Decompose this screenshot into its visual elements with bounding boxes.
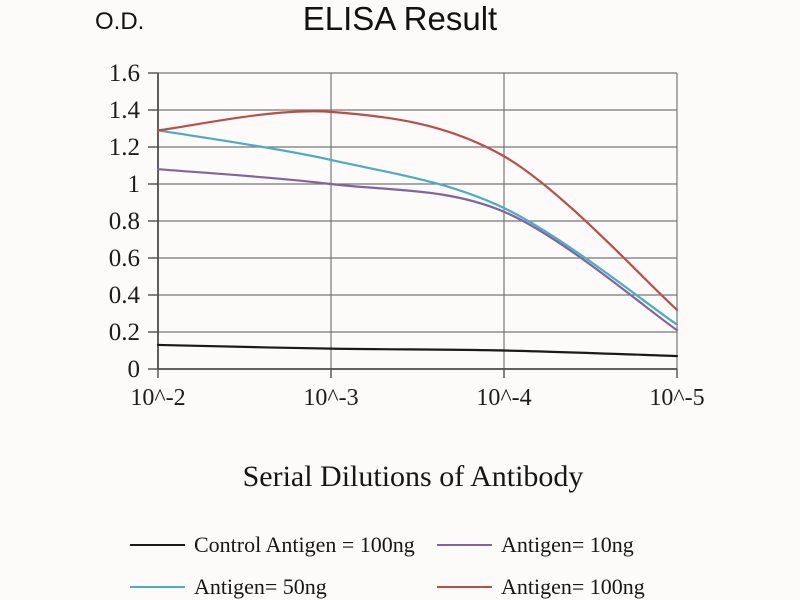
y-tick-label: 1.6 bbox=[109, 60, 140, 87]
legend-line-sample bbox=[437, 586, 492, 588]
y-tick-label: 1.4 bbox=[109, 97, 141, 124]
legend-line-sample bbox=[130, 544, 185, 546]
series-line-0 bbox=[156, 343, 679, 358]
y-tick-label: 0.6 bbox=[109, 245, 140, 272]
y-tick-label: 0.4 bbox=[109, 282, 141, 309]
legend-item-antigen-100ng: Antigen= 100ng bbox=[437, 574, 645, 600]
x-tick-label: 10^-3 bbox=[303, 385, 358, 411]
legend-label: Antigen= 10ng bbox=[501, 532, 634, 557]
y-axis-unit-label: O.D. bbox=[95, 8, 145, 35]
legend-item-antigen-50ng: Antigen= 50ng bbox=[130, 574, 327, 600]
legend-line-sample bbox=[437, 544, 492, 546]
legend-item-control-antigen: Control Antigen = 100ng bbox=[130, 532, 415, 558]
x-tick-label: 10^-4 bbox=[476, 385, 531, 411]
series-line-1 bbox=[156, 168, 679, 332]
legend-label: Antigen= 50ng bbox=[194, 574, 327, 599]
y-tick-label: 1 bbox=[128, 171, 141, 198]
plot-area: 0 0.2 0.4 0.6 0.8 1 1.2 1.4 1.6 10^-2 10^-3 10^-4 10… bbox=[109, 60, 705, 411]
legend-line-sample bbox=[130, 586, 185, 588]
series-line-2 bbox=[156, 129, 679, 326]
legend-label: Control Antigen = 100ng bbox=[194, 532, 415, 557]
y-tick-label: 0.8 bbox=[109, 208, 140, 235]
x-axis-title: Serial Dilutions of Antibody bbox=[242, 460, 584, 493]
series-line-3 bbox=[156, 110, 679, 311]
legend-item-antigen-10ng: Antigen= 10ng bbox=[437, 532, 634, 558]
chart-title: ELISA Result bbox=[302, 0, 498, 37]
y-tick-label: 1.2 bbox=[109, 134, 140, 161]
y-tick-label: 0.2 bbox=[109, 319, 140, 346]
y-tick-label: 0 bbox=[128, 356, 141, 383]
x-tick-label: 10^-5 bbox=[649, 385, 704, 411]
x-tick-label: 10^-2 bbox=[130, 385, 185, 411]
legend-label: Antigen= 100ng bbox=[501, 574, 645, 599]
